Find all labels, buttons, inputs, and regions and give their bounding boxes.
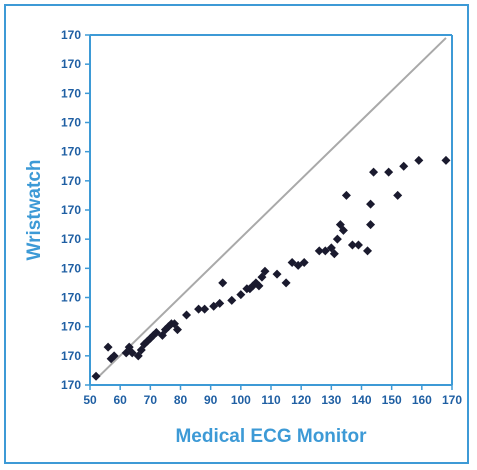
- data-point: [236, 290, 246, 300]
- data-point: [332, 234, 342, 244]
- x-tick-label: 80: [174, 393, 188, 407]
- data-point: [369, 167, 379, 177]
- data-point: [314, 246, 324, 256]
- data-points: [91, 155, 451, 381]
- data-point: [91, 371, 101, 381]
- data-point: [172, 325, 182, 335]
- y-tick-label: 170: [61, 203, 81, 217]
- x-tick-label: 170: [442, 393, 462, 407]
- y-ticks: 170 170 170 170 170 170 170 170 170 170 170 170 170: [61, 28, 90, 392]
- y-tick-label: 170: [61, 261, 81, 275]
- y-tick-label: 170: [61, 86, 81, 100]
- x-tick-label: 60: [113, 393, 127, 407]
- data-point: [393, 190, 403, 200]
- data-point: [227, 295, 237, 305]
- x-tick-label: 120: [291, 393, 311, 407]
- y-axis-title: Wristwatch: [24, 159, 45, 260]
- y-tick-label: 170: [61, 116, 81, 130]
- y-tick-label: 170: [61, 320, 81, 334]
- data-point: [384, 167, 394, 177]
- data-point: [363, 246, 373, 256]
- data-point: [347, 240, 357, 250]
- data-point: [441, 155, 451, 165]
- y-tick-label: 170: [61, 291, 81, 305]
- data-point: [338, 225, 348, 235]
- data-point: [103, 342, 113, 352]
- data-point: [299, 258, 309, 267]
- x-tick-label: 100: [231, 393, 251, 407]
- data-point: [281, 278, 291, 288]
- data-point: [399, 161, 409, 171]
- data-point: [200, 304, 210, 314]
- x-tick-label: 130: [321, 393, 341, 407]
- data-point: [260, 266, 270, 276]
- y-tick-label: 170: [61, 378, 81, 392]
- x-tick-label: 70: [144, 393, 158, 407]
- x-ticks: 50 60 70 80 90 100 110 120 130 140 150 160 170: [83, 385, 462, 407]
- y-tick-label: 170: [61, 145, 81, 159]
- trendline-group: [95, 37, 447, 380]
- x-tick-label: 150: [382, 393, 402, 407]
- data-point: [414, 155, 424, 165]
- x-tick-label: 50: [83, 393, 97, 407]
- data-point: [272, 269, 282, 279]
- x-tick-label: 110: [261, 393, 281, 407]
- data-point: [215, 298, 225, 308]
- data-point: [254, 281, 264, 291]
- y-tick-label: 170: [61, 232, 81, 246]
- data-point: [218, 278, 228, 288]
- x-tick-label: 90: [204, 393, 218, 407]
- x-tick-label: 160: [412, 393, 432, 407]
- x-tick-label: 140: [351, 393, 371, 407]
- data-point: [353, 240, 363, 250]
- y-tick-label: 170: [61, 57, 81, 71]
- data-point: [182, 310, 192, 320]
- data-point: [341, 190, 351, 200]
- data-point: [329, 249, 339, 259]
- data-point: [366, 199, 376, 209]
- data-point: [109, 351, 119, 361]
- trendline: [95, 37, 447, 380]
- y-tick-label: 170: [61, 28, 81, 42]
- y-tick-label: 170: [61, 349, 81, 363]
- y-tick-label: 170: [61, 174, 81, 188]
- x-axis-title: Medical ECG Monitor: [175, 426, 367, 447]
- data-point: [366, 220, 376, 230]
- data-point: [194, 304, 204, 314]
